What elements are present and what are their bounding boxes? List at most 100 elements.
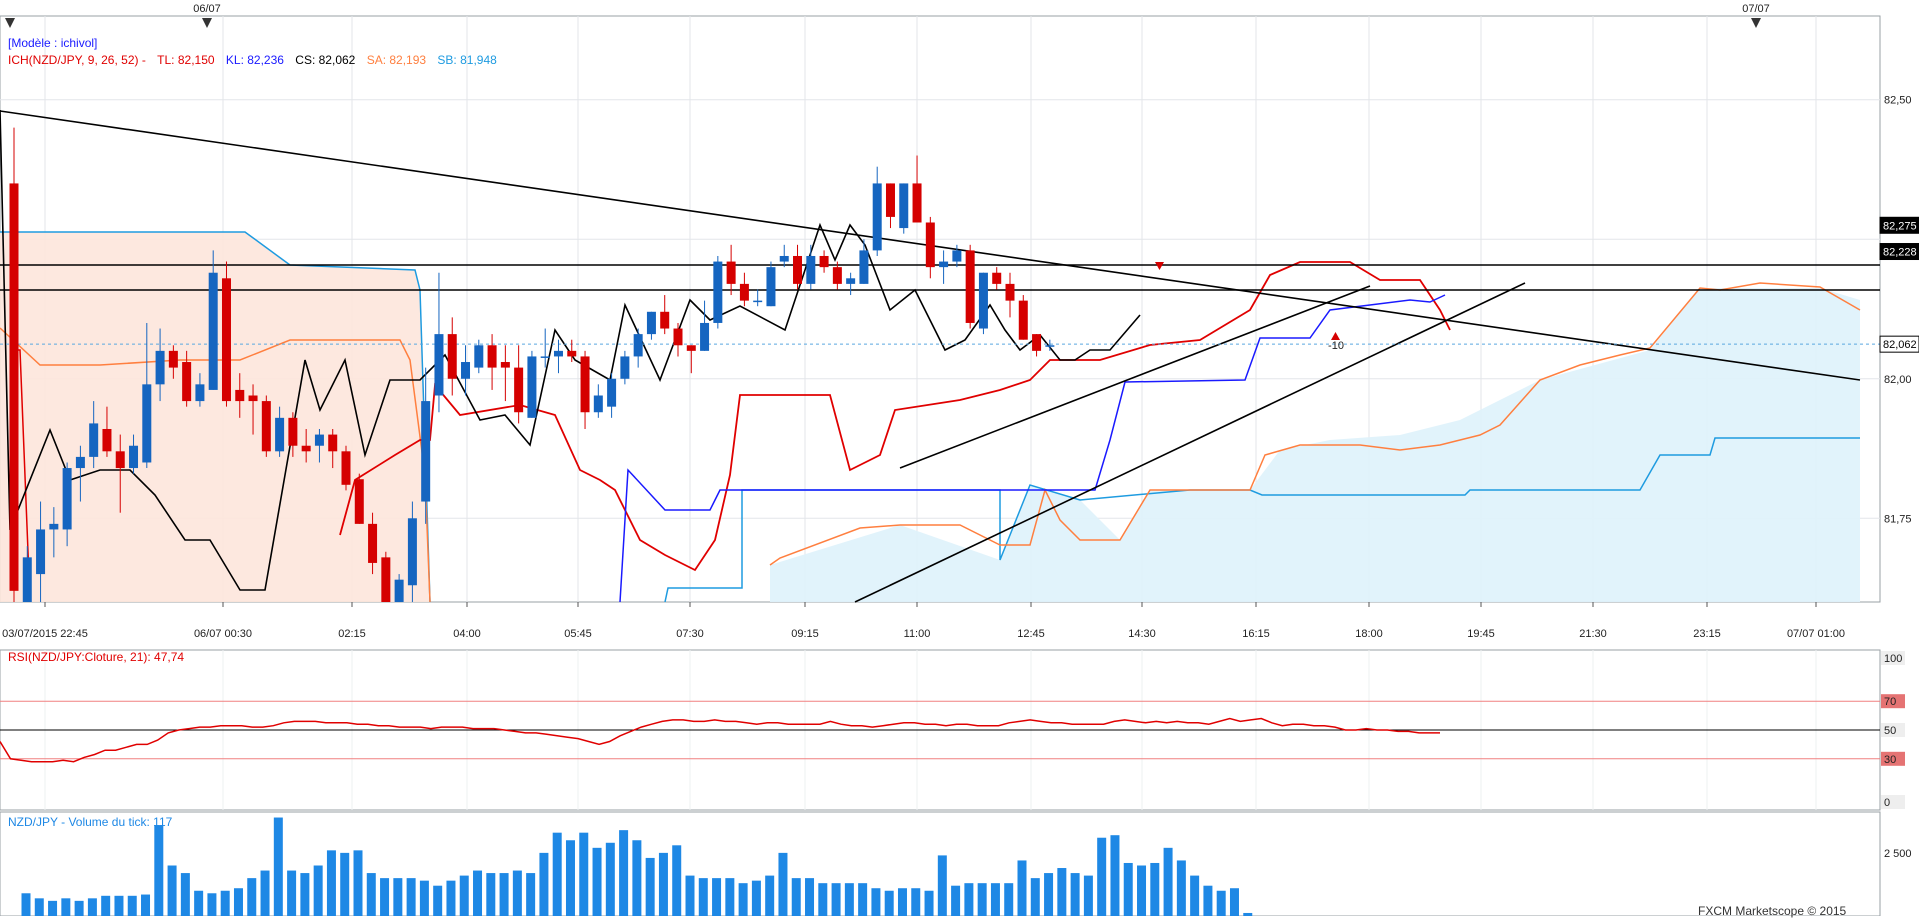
copyright-label: FXCM Marketscope © 2015: [1698, 904, 1847, 918]
volume-bar: [433, 885, 443, 916]
candle-body: [195, 384, 205, 402]
candle-body: [129, 445, 139, 469]
rsi-axis-label: 50: [1884, 725, 1896, 737]
rsi-tick-box: [1881, 694, 1905, 709]
volume-bar: [48, 900, 58, 916]
volume-bar: [526, 873, 536, 916]
legend-sb: SB: 81,948: [437, 53, 497, 67]
candle-body: [36, 529, 46, 575]
legend-cs: CS: 82,062: [295, 53, 356, 67]
rsi-panel: 100 70 50 30 0: [0, 651, 1905, 809]
candle-body: [700, 322, 710, 351]
candle-body: [806, 255, 816, 284]
model-label: [Modèle : ichivol]: [8, 36, 98, 50]
candle-body: [567, 350, 577, 357]
candle-body: [899, 183, 909, 229]
volume-panel: 2 500: [21, 817, 1912, 916]
candle-body: [49, 523, 59, 530]
volume-bar: [486, 873, 496, 916]
candle-body: [394, 579, 404, 602]
volume-bar: [233, 888, 243, 916]
time-axis-label: 12:45: [1017, 628, 1045, 640]
rsi-line: [0, 717, 1440, 763]
date-marker-triangle: [202, 18, 212, 28]
volume-bar: [114, 895, 124, 916]
legend-sa: SA: 82,193: [366, 53, 427, 67]
volume-bar: [180, 873, 190, 916]
candle-body: [381, 557, 391, 602]
price-axis-label: 82,00: [1884, 374, 1912, 386]
time-axis-label: 06/07 00:30: [194, 628, 252, 640]
candle-body: [739, 283, 749, 301]
volume-axis-label: 2 500: [1884, 848, 1912, 860]
candle-body: [1005, 283, 1015, 301]
volume-bar: [1243, 912, 1253, 916]
volume-bar: [167, 865, 177, 916]
price-marker-box: [1879, 335, 1919, 353]
volume-panel-frame: [0, 811, 1881, 916]
candle-body: [208, 272, 218, 390]
candle-body: [221, 278, 231, 402]
volume-bar: [326, 850, 336, 916]
tenkan-sen: [339, 261, 1451, 572]
volume-bar: [393, 878, 403, 916]
volume-bar: [1176, 860, 1186, 916]
candle-body: [779, 255, 789, 262]
candle-body: [885, 183, 895, 217]
volume-bar: [380, 878, 390, 916]
volume-bar: [605, 842, 615, 916]
date-marker-triangle: [1751, 18, 1761, 28]
candle-body: [660, 311, 670, 329]
candle-body: [593, 395, 603, 413]
candle-body: [341, 451, 351, 485]
volume-bar: [658, 852, 668, 916]
volume-bar: [1163, 847, 1173, 916]
volume-bar: [911, 888, 921, 916]
candle-body: [102, 428, 112, 452]
candle-body: [301, 445, 311, 452]
volume-bar: [260, 870, 270, 916]
candle-body: [846, 278, 856, 284]
volume-bar: [459, 875, 469, 916]
volume-bar: [805, 878, 815, 916]
trendline-support-lower[interactable]: [854, 282, 1526, 603]
volume-bar: [1150, 862, 1160, 916]
volume-bar: [419, 880, 429, 916]
candle-body: [368, 523, 378, 563]
candle-body: [527, 356, 537, 418]
candle-body: [22, 557, 32, 602]
volume-bar: [858, 883, 868, 916]
volume-bar: [473, 870, 483, 916]
buy-signal-arrow: [1331, 332, 1340, 340]
candle-body: [168, 350, 178, 368]
volume-bar: [765, 875, 775, 916]
volume-bar: [844, 883, 854, 916]
rsi-axis-label: 100: [1884, 653, 1902, 665]
volume-bar: [194, 890, 204, 916]
volume-bar: [1190, 875, 1200, 916]
volume-bar: [645, 857, 655, 916]
volume-bar: [672, 845, 682, 916]
volume-bar: [539, 852, 549, 916]
volume-bar: [1057, 868, 1067, 916]
price-marker-label: 82,228: [1883, 247, 1917, 259]
candle-body: [1045, 345, 1055, 347]
volume-bar: [366, 873, 376, 916]
volume-bar: [698, 878, 708, 916]
time-axis-label: 05:45: [564, 628, 592, 640]
candle-body: [686, 345, 696, 351]
time-axis-label: 02:15: [338, 628, 366, 640]
volume-bar: [1123, 862, 1133, 916]
volume-bar: [300, 873, 310, 916]
time-axis-label: 16:15: [1242, 628, 1270, 640]
volume-bar: [579, 832, 589, 916]
candle-body: [992, 272, 1002, 284]
time-axis-label: 18:00: [1355, 628, 1383, 640]
volume-bar: [34, 898, 44, 916]
candle-body: [275, 417, 285, 452]
time-axis-label: 09:15: [791, 628, 819, 640]
volume-bar: [101, 895, 111, 916]
trendline-support-upper[interactable]: [899, 285, 1371, 469]
volume-bar: [127, 895, 137, 916]
